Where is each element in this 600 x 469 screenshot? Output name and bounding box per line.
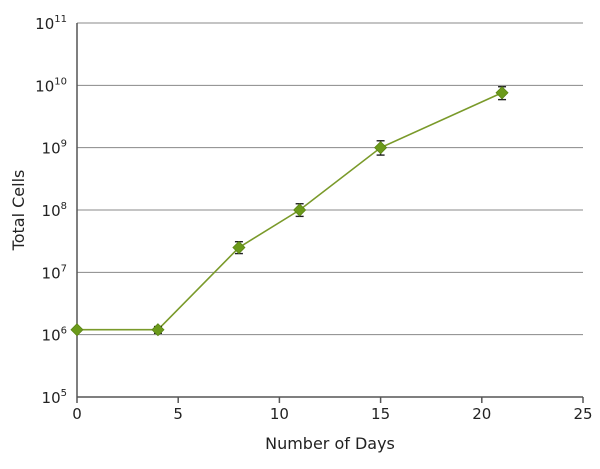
data-point-marker: [232, 240, 246, 255]
y-tick-exponent: 7: [61, 263, 67, 274]
y-tick-exponent: 5: [61, 388, 67, 399]
y-tick-label: 1011: [35, 14, 67, 33]
y-tick-label: 1010: [35, 76, 67, 95]
data-point-marker: [293, 203, 307, 217]
y-tick-base: 10: [35, 77, 54, 95]
y-tick-exponent: 10: [54, 76, 67, 87]
x-tick-labels: 0 5 10 15 20 25: [72, 405, 592, 423]
y-tick-exponent: 11: [54, 14, 67, 25]
y-tick-label: 109: [42, 139, 67, 158]
data-point-marker: [151, 323, 165, 337]
x-tick-label: 5: [173, 405, 183, 423]
grid-lines: [77, 22, 583, 336]
x-tick-label: 0: [72, 405, 82, 423]
data-series: [70, 86, 509, 337]
data-point-marker: [374, 141, 388, 155]
y-tick-exponent: 8: [61, 201, 67, 212]
x-tick-label: 15: [371, 405, 390, 423]
x-tick-label: 10: [270, 405, 289, 423]
axes: [76, 23, 584, 403]
y-tick-label: 105: [42, 388, 67, 407]
y-tick-label: 107: [42, 263, 67, 282]
y-axis-title: Total Cells: [9, 170, 28, 252]
y-tick-exponent: 9: [61, 139, 67, 150]
y-tick-base: 10: [42, 202, 61, 220]
x-tick-label: 20: [472, 405, 491, 423]
series-line: [77, 92, 503, 331]
data-point-marker: [495, 86, 509, 100]
data-point-marker: [70, 323, 84, 337]
y-tick-exponent: 6: [61, 326, 67, 337]
x-tick-label: 25: [573, 405, 592, 423]
y-tick-label: 106: [42, 326, 67, 345]
y-tick-base: 10: [42, 264, 61, 282]
y-tick-label: 108: [42, 201, 67, 220]
x-axis-title: Number of Days: [265, 434, 395, 453]
y-tick-base: 10: [42, 389, 61, 407]
y-tick-base: 10: [35, 15, 54, 33]
y-tick-base: 10: [42, 327, 61, 345]
y-tick-base: 10: [42, 140, 61, 158]
